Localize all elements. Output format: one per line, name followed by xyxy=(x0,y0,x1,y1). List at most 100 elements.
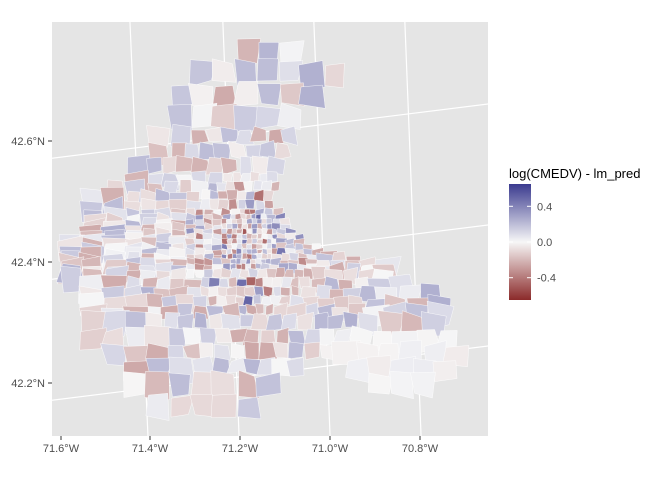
tract-polygon xyxy=(257,83,282,106)
tract-polygon xyxy=(238,370,260,399)
x-tick-label: 70.8°W xyxy=(402,443,439,455)
tract-polygon xyxy=(217,190,229,200)
tract-polygon xyxy=(257,249,263,254)
tract-polygon xyxy=(253,180,263,191)
tract-polygon xyxy=(255,371,282,398)
tract-polygon xyxy=(342,311,359,328)
x-axis: 71.6°W 71.4°W 71.2°W 71.0°W 70.8°W xyxy=(43,436,439,455)
tract-polygon xyxy=(287,341,304,360)
tract-polygon xyxy=(203,268,214,279)
tract-polygon xyxy=(201,189,212,201)
tract-polygon xyxy=(252,227,258,235)
tract-polygon xyxy=(256,238,264,245)
legend: log(CMEDV) - lm_pred 0.4 0.0 -0.4 xyxy=(509,166,640,300)
tract-polygon xyxy=(291,285,300,296)
tract-polygon xyxy=(324,62,345,89)
tract-polygon xyxy=(230,233,238,240)
tract-polygon xyxy=(220,157,238,175)
tract-polygon xyxy=(246,228,252,234)
tract-polygon xyxy=(230,262,237,271)
tract-polygon xyxy=(283,269,295,279)
y-tick-label: 42.4°N xyxy=(11,257,45,269)
tract-polygon xyxy=(266,171,279,183)
tract-polygon xyxy=(242,358,262,376)
legend-tick-label: 0.4 xyxy=(537,201,552,213)
tract-polygon xyxy=(274,142,292,161)
tract-polygon xyxy=(266,252,272,260)
tract-polygon xyxy=(237,396,262,420)
tract-polygon xyxy=(237,190,247,202)
census-tracts xyxy=(56,38,470,421)
tract-polygon xyxy=(240,263,246,271)
tract-polygon xyxy=(257,223,263,230)
tract-polygon xyxy=(194,311,208,329)
tract-polygon xyxy=(145,393,170,421)
tract-polygon xyxy=(182,327,201,345)
tract-polygon xyxy=(208,277,220,288)
tract-polygon xyxy=(236,247,242,255)
tract-polygon xyxy=(231,223,239,230)
tract-polygon xyxy=(268,128,284,144)
tract-polygon xyxy=(236,234,243,240)
tract-polygon xyxy=(278,295,291,305)
tract-polygon xyxy=(170,394,195,418)
tract-polygon xyxy=(226,243,233,250)
tract-polygon xyxy=(327,313,345,330)
y-axis: 42.2°N 42.4°N 42.6°N xyxy=(11,136,52,390)
tract-polygon xyxy=(239,156,252,176)
tract-polygon xyxy=(250,171,260,182)
tract-polygon xyxy=(189,59,217,88)
tract-polygon xyxy=(232,81,259,107)
tract-polygon xyxy=(286,357,305,377)
tract-polygon xyxy=(190,129,209,145)
tract-polygon xyxy=(280,125,298,146)
tract-polygon xyxy=(168,372,191,397)
tract-polygon xyxy=(270,180,281,192)
tract-polygon xyxy=(231,228,238,235)
tract-polygon xyxy=(220,249,227,255)
tract-polygon xyxy=(278,60,304,82)
tract-polygon xyxy=(277,102,302,130)
longitude-line-71-6 xyxy=(30,0,50,460)
legend-colorbar xyxy=(509,184,531,300)
tract-polygon xyxy=(236,228,243,234)
tract-polygon xyxy=(298,84,326,109)
y-tick-label: 42.2°N xyxy=(11,378,45,390)
tract-polygon xyxy=(234,129,255,145)
tract-polygon xyxy=(211,58,237,83)
tract-polygon xyxy=(244,341,260,361)
tract-polygon xyxy=(252,294,262,305)
tract-polygon xyxy=(410,371,436,399)
tract-polygon xyxy=(303,341,321,360)
tract-polygon xyxy=(243,180,253,193)
x-tick-label: 71.0°W xyxy=(312,443,349,455)
tract-polygon xyxy=(228,198,238,211)
tract-polygon xyxy=(231,243,237,250)
tract-polygon xyxy=(265,258,272,265)
tract-polygon xyxy=(251,213,257,220)
tract-polygon xyxy=(236,38,261,64)
x-tick-label: 71.4°W xyxy=(132,443,169,455)
tract-polygon xyxy=(432,360,458,382)
tract-polygon xyxy=(367,372,393,395)
tract-polygon xyxy=(254,303,265,315)
tract-polygon xyxy=(218,278,229,289)
tract-polygon xyxy=(188,83,214,107)
y-tick-label: 42.6°N xyxy=(11,136,45,148)
legend-tick-label: 0.0 xyxy=(537,237,552,249)
longitude-line-70-6 xyxy=(490,0,508,460)
tract-polygon xyxy=(210,103,238,131)
tract-polygon xyxy=(280,286,291,297)
tract-polygon xyxy=(226,189,238,202)
x-tick-label: 71.2°W xyxy=(222,443,259,455)
tract-polygon xyxy=(213,344,232,362)
tract-polygon xyxy=(254,276,264,288)
tract-polygon xyxy=(265,218,272,225)
tract-polygon xyxy=(319,344,334,360)
tract-polygon xyxy=(246,276,257,286)
tract-polygon xyxy=(198,342,214,359)
tract-polygon xyxy=(264,200,274,210)
tract-polygon xyxy=(298,276,311,289)
